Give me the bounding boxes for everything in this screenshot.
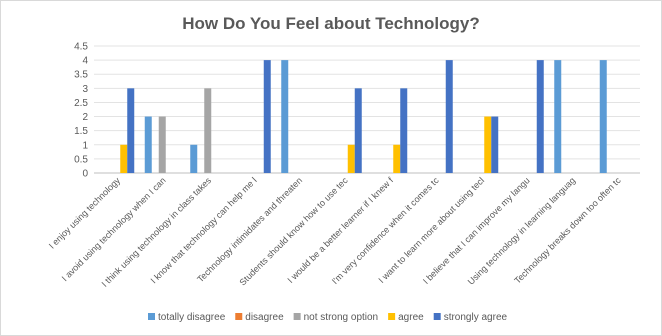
- bar-strongly-agree: [263, 60, 271, 173]
- gridlines: [94, 45, 640, 174]
- y-tick-label: 4.5: [74, 42, 88, 53]
- bar-totally-disagree: [190, 144, 198, 173]
- legend-swatch: [433, 313, 441, 320]
- y-tick-label: 0: [82, 169, 88, 180]
- y-axis: 0 0.5 1 1.5 2 2.5 3 3.5 4 4.5: [74, 42, 88, 180]
- bar-agree: [120, 144, 128, 173]
- legend-swatch: [293, 313, 301, 320]
- bar-strongly-agree: [536, 60, 544, 173]
- chart-title: How Do You Feel about Technology?: [182, 14, 480, 33]
- bar-agree: [393, 144, 401, 173]
- y-tick-label: 3: [82, 84, 88, 95]
- y-tick-label: 2.5: [74, 98, 88, 109]
- legend-swatch: [148, 313, 155, 320]
- bar-agree: [347, 144, 355, 173]
- bar-strongly-agree: [127, 88, 135, 173]
- bar-totally-disagree: [599, 60, 607, 173]
- bars: [120, 60, 607, 173]
- legend-label: strongly agree: [444, 312, 508, 323]
- bar-agree: [484, 116, 492, 173]
- bar-strongly-agree: [354, 88, 362, 173]
- legend-swatch: [235, 313, 243, 320]
- x-tick-label: I enjoy using technology: [47, 175, 123, 251]
- legend-label: totally disagree: [158, 312, 226, 323]
- bar-strongly-agree: [400, 88, 408, 173]
- y-tick-label: 1: [82, 140, 88, 151]
- bar-totally-disagree: [281, 60, 289, 173]
- bar-not-strong-option: [204, 88, 212, 173]
- bar-strongly-agree: [445, 60, 453, 173]
- y-tick-label: 1.5: [74, 126, 88, 137]
- bar-not-strong-option: [158, 116, 166, 173]
- legend-label: disagree: [245, 312, 284, 323]
- legend-label: agree: [398, 312, 424, 323]
- bar-strongly-agree: [491, 116, 499, 173]
- bar-totally-disagree: [144, 116, 152, 173]
- legend: totally disagree disagree not strong optio…: [148, 312, 508, 323]
- legend-label: not strong option: [304, 312, 379, 323]
- y-tick-label: 0.5: [74, 154, 88, 165]
- legend-swatch: [388, 313, 396, 320]
- bar-totally-disagree: [554, 60, 562, 173]
- y-tick-label: 2: [82, 112, 88, 123]
- y-tick-label: 3.5: [74, 70, 88, 81]
- y-tick-label: 4: [82, 56, 88, 67]
